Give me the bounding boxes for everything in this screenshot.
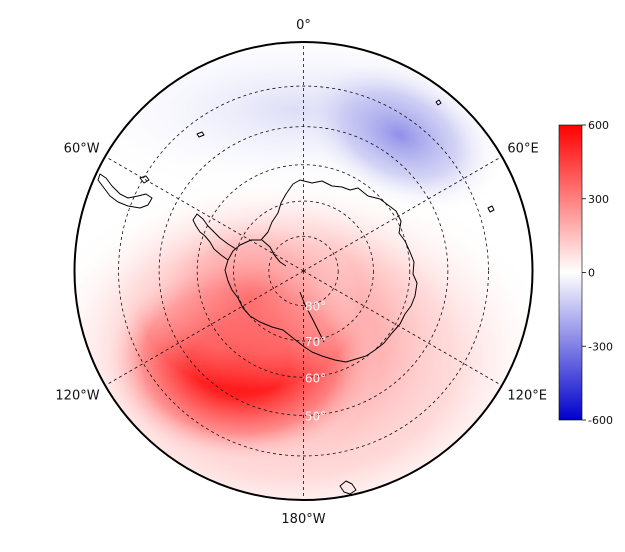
colorbar-tick-label: 600 [588,119,609,132]
meridian-line [104,156,304,272]
latitude-label: 70° [305,335,326,349]
sub-antarctic-island [435,99,442,106]
kerguelen-island [487,205,495,213]
colorbar-ticks: 600 300 0 -300 -600 [582,119,613,427]
longitude-label: 120°W [55,389,99,404]
anomaly-field [74,42,533,500]
longitude-label: 60°E [507,142,538,157]
longitude-label: 60°W [64,142,100,157]
colorbar-tick-label: -600 [588,414,613,427]
colorbar-tick-label: 0 [588,267,595,280]
latitude-circle [268,235,339,307]
meridian-line [303,270,503,386]
map-boundary [73,41,534,501]
ice-shelf-line [261,239,287,267]
latitude-circle [118,85,489,457]
antarctic-peninsula [192,213,237,261]
colorbar-tick-label: 300 [588,193,609,206]
latitude-label: 60° [305,371,326,385]
latitude-label: 50° [305,409,326,423]
south-georgia [196,131,205,138]
longitude-label: 0° [296,18,311,33]
meridian-line [104,270,304,386]
new-zealand-islands [339,480,357,495]
latitude-labels: 80° 70° 60° 50° [305,300,326,424]
coastlines [97,99,495,495]
latitude-circle [233,200,374,342]
latitude-label: 80° [305,300,326,314]
ice-shelf-line-2 [299,291,325,343]
antarctica-coastline [224,179,418,363]
longitude-label: 180°W [281,512,325,527]
longitude-labels: 0° 60°E 120°E 180°W 120°W 60°W [55,18,547,527]
longitude-label: 120°E [507,389,547,404]
south-america-tip [97,173,153,209]
meridian-line [303,156,503,272]
colorbar: 600 300 0 -300 -600 [558,119,613,427]
graticule [104,42,503,500]
latitude-circle [196,164,411,378]
colorbar-gradient [558,124,583,421]
colorbar-tick-label: -300 [588,340,613,353]
